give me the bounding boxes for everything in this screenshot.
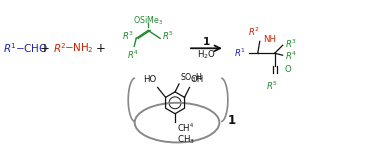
Text: $\mathbf{1}$: $\mathbf{1}$ [227, 114, 236, 127]
Text: $\mathbf{1}$: $\mathbf{1}$ [202, 35, 211, 47]
Text: $\mathit{R}^2$: $\mathit{R}^2$ [248, 25, 260, 38]
Text: $-$NH$_2$: $-$NH$_2$ [65, 41, 94, 55]
Text: $\mathit{R}^3$: $\mathit{R}^3$ [285, 37, 297, 49]
Text: OH: OH [191, 75, 204, 84]
Text: $\mathit{R}^1$: $\mathit{R}^1$ [3, 41, 17, 55]
Text: $\mathit{R}^5$: $\mathit{R}^5$ [162, 29, 174, 42]
Text: $+$: $+$ [39, 42, 50, 55]
Text: $\mathit{R}^4$: $\mathit{R}^4$ [285, 50, 297, 62]
Text: SO$_3$H: SO$_3$H [180, 72, 202, 84]
Text: $\mathit{R}^2$: $\mathit{R}^2$ [53, 41, 66, 55]
Text: HO: HO [143, 75, 156, 84]
Text: $\mathit{R}^1$: $\mathit{R}^1$ [234, 47, 246, 59]
Text: $\mathit{R}^3$: $\mathit{R}^3$ [122, 29, 134, 42]
Text: CH$_3$: CH$_3$ [177, 134, 195, 146]
Text: OSiMe$_3$: OSiMe$_3$ [133, 14, 163, 27]
Text: $_4$: $_4$ [189, 122, 194, 130]
Text: $+$: $+$ [95, 42, 105, 55]
Text: O: O [285, 65, 291, 74]
Text: NH: NH [263, 35, 276, 44]
Text: $\mathit{R}^5$: $\mathit{R}^5$ [266, 80, 278, 92]
Text: $\mathit{R}^4$: $\mathit{R}^4$ [127, 48, 139, 61]
Text: H$_2$O: H$_2$O [197, 49, 216, 61]
Text: CH: CH [177, 124, 189, 133]
Text: $-$CHO: $-$CHO [15, 42, 48, 54]
